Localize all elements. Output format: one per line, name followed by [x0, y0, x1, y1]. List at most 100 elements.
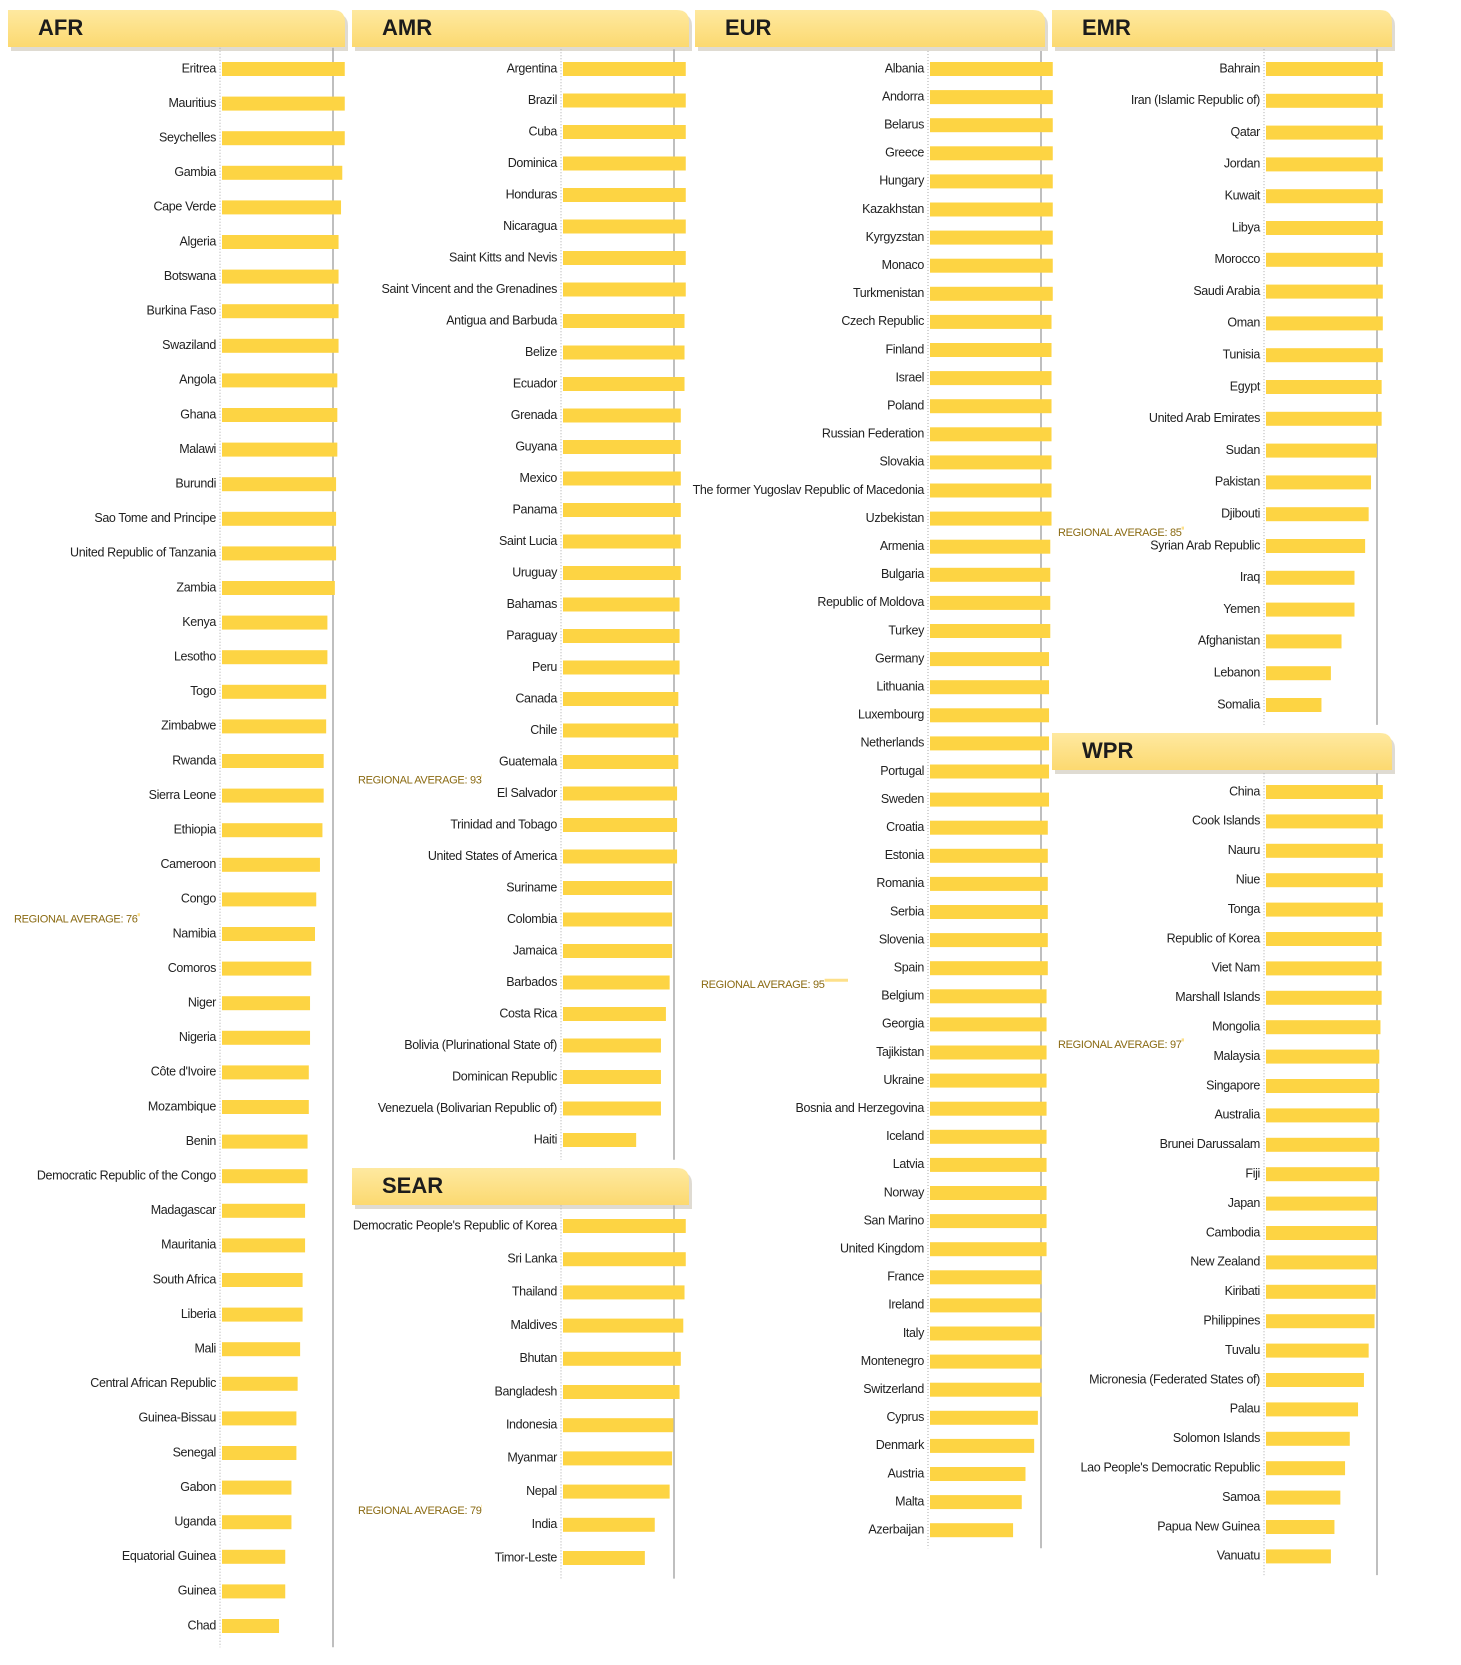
country-label: Zimbabwe	[161, 719, 216, 733]
country-label: Guinea	[178, 1584, 217, 1598]
bar	[563, 408, 681, 423]
country-label: Chile	[530, 723, 557, 737]
bar	[222, 684, 327, 699]
bar	[563, 1551, 645, 1565]
country-label: Mauritius	[168, 96, 216, 110]
country-label: Paraguay	[506, 628, 558, 642]
panel-header	[352, 1168, 689, 1205]
bar	[222, 650, 328, 665]
country-label: Iraq	[1240, 570, 1261, 584]
country-label: Greece	[885, 146, 924, 160]
country-label: Uganda	[174, 1514, 216, 1528]
bar	[222, 754, 324, 768]
country-label: Benin	[186, 1134, 217, 1148]
bar	[1266, 252, 1383, 267]
bar	[930, 483, 1052, 498]
country-label: Gabon	[180, 1480, 216, 1494]
country-label: Thailand	[512, 1285, 558, 1299]
bar	[222, 1273, 303, 1287]
bar	[563, 566, 681, 580]
country-label: Myanmar	[507, 1451, 557, 1465]
country-label: Saint Lucia	[499, 534, 557, 548]
country-label: Cape Verde	[153, 200, 216, 214]
country-label: Marshall Islands	[1175, 990, 1260, 1004]
country-label: Nigeria	[179, 1030, 217, 1044]
bar	[222, 1619, 280, 1633]
bar	[930, 933, 1048, 948]
country-label: Peru	[532, 660, 557, 674]
bar	[563, 1385, 680, 1399]
country-label: Central African Republic	[90, 1376, 216, 1390]
bar	[563, 156, 686, 171]
country-label: Bahrain	[1219, 61, 1260, 75]
bar	[222, 1376, 298, 1391]
country-label: El Salvador	[497, 786, 557, 800]
country-label: Maldives	[510, 1318, 557, 1332]
country-label: Venezuela (Bolivarian Republic of)	[378, 1101, 557, 1115]
country-label: Belize	[525, 345, 557, 359]
panel-title: EUR	[725, 15, 772, 40]
country-label: Costa Rica	[499, 1006, 557, 1020]
country-label: Democratic People's Republic of Korea	[353, 1218, 558, 1232]
country-label: Armenia	[880, 539, 924, 553]
bar	[222, 1169, 308, 1184]
country-label: Guyana	[515, 439, 557, 453]
bar	[222, 1307, 303, 1322]
bar	[930, 1354, 1042, 1369]
country-label: Lebanon	[1214, 665, 1261, 679]
bar	[930, 286, 1053, 301]
country-label: Zambia	[176, 580, 216, 594]
bar	[1266, 1108, 1380, 1123]
bar	[222, 892, 317, 907]
country-label: Viet Nam	[1212, 961, 1260, 975]
country-label: Gambia	[174, 165, 216, 179]
bar	[563, 975, 670, 990]
bar	[563, 629, 680, 643]
country-label: Kyrgyzstan	[866, 230, 925, 244]
bar	[563, 944, 673, 958]
country-label: Montenegro	[861, 1354, 925, 1368]
country-label: Mozambique	[148, 1099, 216, 1113]
bar	[222, 1065, 309, 1080]
country-label: Lao People's Democratic Republic	[1081, 1460, 1261, 1474]
panel-title: AMR	[382, 15, 432, 40]
country-label: Dominica	[508, 156, 558, 170]
bar	[930, 1438, 1035, 1453]
country-label: Ecuador	[513, 376, 557, 390]
country-label: Slovenia	[879, 932, 925, 946]
bar	[930, 1157, 1047, 1172]
country-label: Italy	[903, 1326, 925, 1340]
country-label: Democratic Republic of the Congo	[37, 1168, 217, 1182]
country-label: Norway	[884, 1185, 925, 1199]
country-label: Rwanda	[172, 753, 216, 767]
country-label: Switzerland	[863, 1382, 924, 1396]
country-label: Indonesia	[506, 1417, 557, 1431]
country-label: Azerbaijan	[868, 1522, 924, 1536]
bar	[1266, 1137, 1380, 1152]
country-label: Spain	[894, 960, 925, 974]
country-label: Republic of Moldova	[817, 595, 924, 609]
bar	[222, 546, 337, 561]
bar	[222, 1446, 297, 1460]
bar	[1266, 1284, 1376, 1299]
bar	[1266, 990, 1382, 1005]
country-label: Australia	[1215, 1108, 1261, 1122]
country-label: Kuwait	[1225, 188, 1261, 202]
country-label: Solomon Islands	[1173, 1431, 1260, 1445]
bar	[930, 961, 1048, 976]
country-label: Niger	[188, 995, 216, 1009]
bar	[222, 823, 323, 838]
bar	[563, 1318, 684, 1333]
panel-title: SEAR	[382, 1173, 443, 1198]
country-label: Pakistan	[1215, 475, 1261, 489]
bar	[930, 876, 1048, 891]
bar	[1266, 316, 1383, 331]
bar	[222, 442, 338, 457]
bar	[222, 1238, 306, 1253]
bar	[563, 660, 680, 675]
country-label: Dominican Republic	[452, 1069, 557, 1083]
country-label: Turkey	[888, 623, 925, 637]
bar	[1266, 961, 1382, 976]
bar	[563, 1451, 673, 1466]
